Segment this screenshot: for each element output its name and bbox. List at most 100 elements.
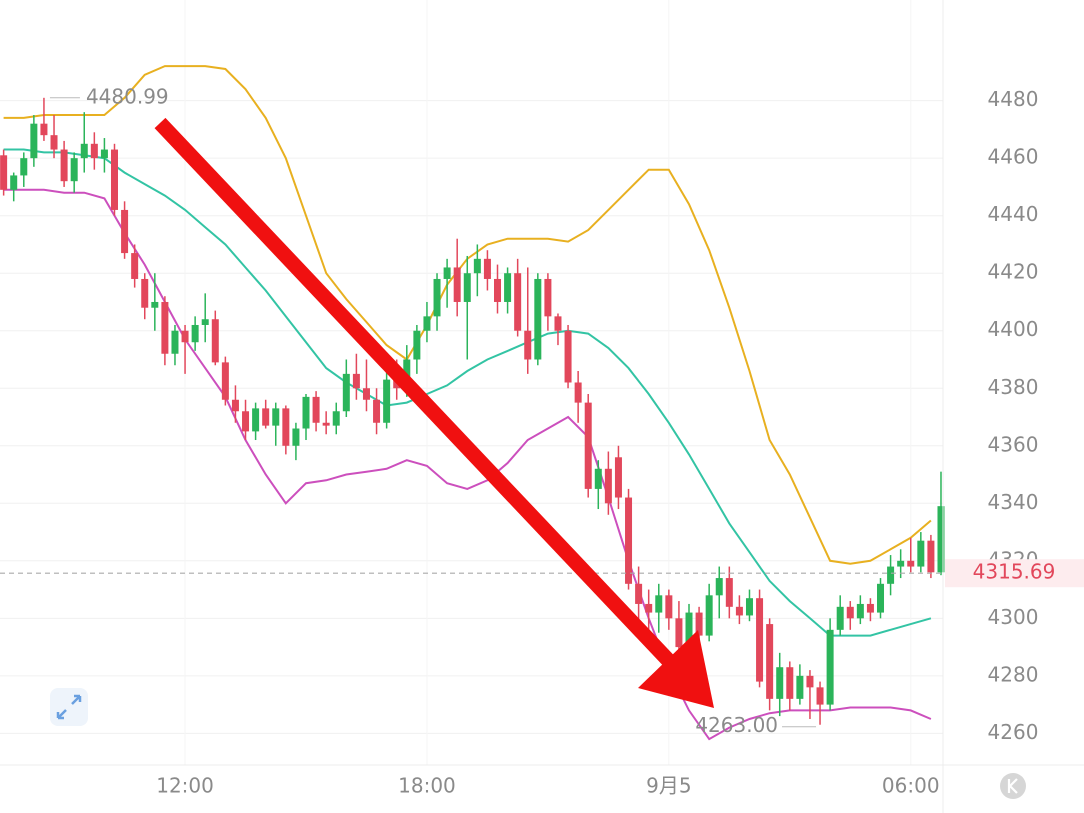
last-price-label: 4315.69 bbox=[973, 560, 1056, 584]
candle-body bbox=[100, 149, 108, 159]
candle-body bbox=[463, 273, 471, 302]
high-label: 4480.99 bbox=[86, 84, 169, 108]
candle-body bbox=[332, 411, 340, 426]
k-glyph bbox=[1007, 778, 1018, 794]
candle-body bbox=[655, 595, 663, 613]
x-tick-label: 06:00 bbox=[882, 774, 940, 798]
low-label: 4263.00 bbox=[695, 713, 778, 737]
candle-body bbox=[514, 273, 522, 331]
candle-body bbox=[937, 506, 945, 573]
candle-body bbox=[665, 595, 673, 619]
candle-body bbox=[383, 379, 391, 423]
candle-body bbox=[625, 497, 633, 584]
candle-body bbox=[756, 598, 764, 682]
candle-body bbox=[322, 422, 330, 426]
candle-body bbox=[604, 468, 612, 504]
candle-body bbox=[695, 612, 703, 636]
candle-body bbox=[897, 560, 905, 567]
expand-bg[interactable] bbox=[50, 688, 88, 726]
candle-body bbox=[715, 578, 723, 596]
candle-body bbox=[211, 319, 219, 363]
candles bbox=[0, 97, 945, 725]
band-line bbox=[3, 188, 932, 741]
candle-body bbox=[635, 583, 643, 604]
x-tick-label: 9月5 bbox=[646, 774, 691, 798]
candle-body bbox=[826, 629, 834, 705]
candle-body bbox=[40, 123, 48, 136]
candle-body bbox=[483, 258, 491, 279]
candle-body bbox=[594, 468, 602, 489]
candle-body bbox=[614, 457, 622, 498]
candle-body bbox=[272, 408, 280, 426]
candle-body bbox=[50, 135, 58, 150]
candle-body bbox=[352, 373, 360, 389]
candle-body bbox=[877, 583, 885, 613]
candle-body bbox=[836, 606, 844, 630]
candle-body bbox=[302, 396, 310, 429]
k-button[interactable] bbox=[1000, 773, 1026, 799]
candle-body bbox=[806, 675, 814, 688]
grid: 4260428043004320434043604380440044204440… bbox=[0, 87, 1039, 798]
candle-body bbox=[685, 612, 693, 648]
candle-body bbox=[231, 399, 239, 412]
y-tick-label: 4300 bbox=[988, 605, 1039, 629]
candle-body bbox=[10, 175, 18, 190]
y-tick-label: 4420 bbox=[988, 260, 1039, 284]
candle-body bbox=[735, 606, 743, 616]
candle-body bbox=[917, 540, 925, 567]
candle-body bbox=[745, 598, 753, 616]
candle-body bbox=[312, 396, 320, 423]
last-price-bg bbox=[945, 559, 1084, 588]
candle-body bbox=[776, 667, 784, 699]
candle-body bbox=[292, 428, 300, 446]
candle-body bbox=[423, 316, 431, 331]
candle-body bbox=[927, 540, 935, 573]
candle-body bbox=[866, 603, 874, 613]
candle-body bbox=[473, 258, 481, 274]
candle-body bbox=[443, 267, 451, 279]
candle-body bbox=[504, 273, 512, 302]
candle-body bbox=[786, 667, 794, 699]
band-line bbox=[3, 148, 932, 637]
y-tick-label: 4340 bbox=[988, 490, 1039, 514]
candle-body bbox=[161, 301, 169, 354]
candle-body bbox=[574, 382, 582, 403]
candle-body bbox=[0, 155, 8, 190]
candle-body bbox=[645, 603, 653, 613]
candle-body bbox=[30, 123, 38, 159]
candle-body bbox=[413, 330, 421, 360]
candle-body bbox=[362, 388, 370, 400]
candle-body bbox=[20, 158, 28, 176]
candle-body bbox=[171, 330, 179, 354]
candle-body bbox=[262, 408, 270, 426]
candle-body bbox=[342, 373, 350, 412]
candle-body bbox=[584, 402, 592, 489]
y-tick-label: 4480 bbox=[988, 87, 1039, 111]
candle-body bbox=[141, 278, 149, 308]
candle-body bbox=[494, 278, 502, 302]
candle-body bbox=[131, 253, 139, 279]
y-tick-label: 4260 bbox=[988, 720, 1039, 744]
candle-body bbox=[90, 143, 98, 159]
expand-icon bbox=[56, 694, 82, 720]
candle-body bbox=[70, 158, 78, 182]
candle-body bbox=[201, 319, 209, 325]
candle-body bbox=[110, 149, 118, 210]
candle-body bbox=[181, 330, 189, 343]
candle-body bbox=[856, 603, 864, 619]
k-icon[interactable] bbox=[1000, 773, 1026, 799]
candle-body bbox=[221, 362, 229, 400]
overlay: 4480.99 4263.00 4315.69 bbox=[0, 84, 1084, 737]
candle-body bbox=[816, 687, 824, 705]
x-tick-label: 12:00 bbox=[156, 774, 214, 798]
expand-button[interactable] bbox=[50, 688, 88, 726]
candle-body bbox=[554, 316, 562, 331]
candle-body bbox=[60, 149, 68, 182]
y-tick-label: 4280 bbox=[988, 662, 1039, 686]
candle-body bbox=[191, 324, 199, 343]
candle-body bbox=[151, 301, 159, 308]
candle-body bbox=[887, 566, 895, 584]
trend-arrow bbox=[154, 117, 714, 708]
candle-body bbox=[907, 560, 915, 567]
